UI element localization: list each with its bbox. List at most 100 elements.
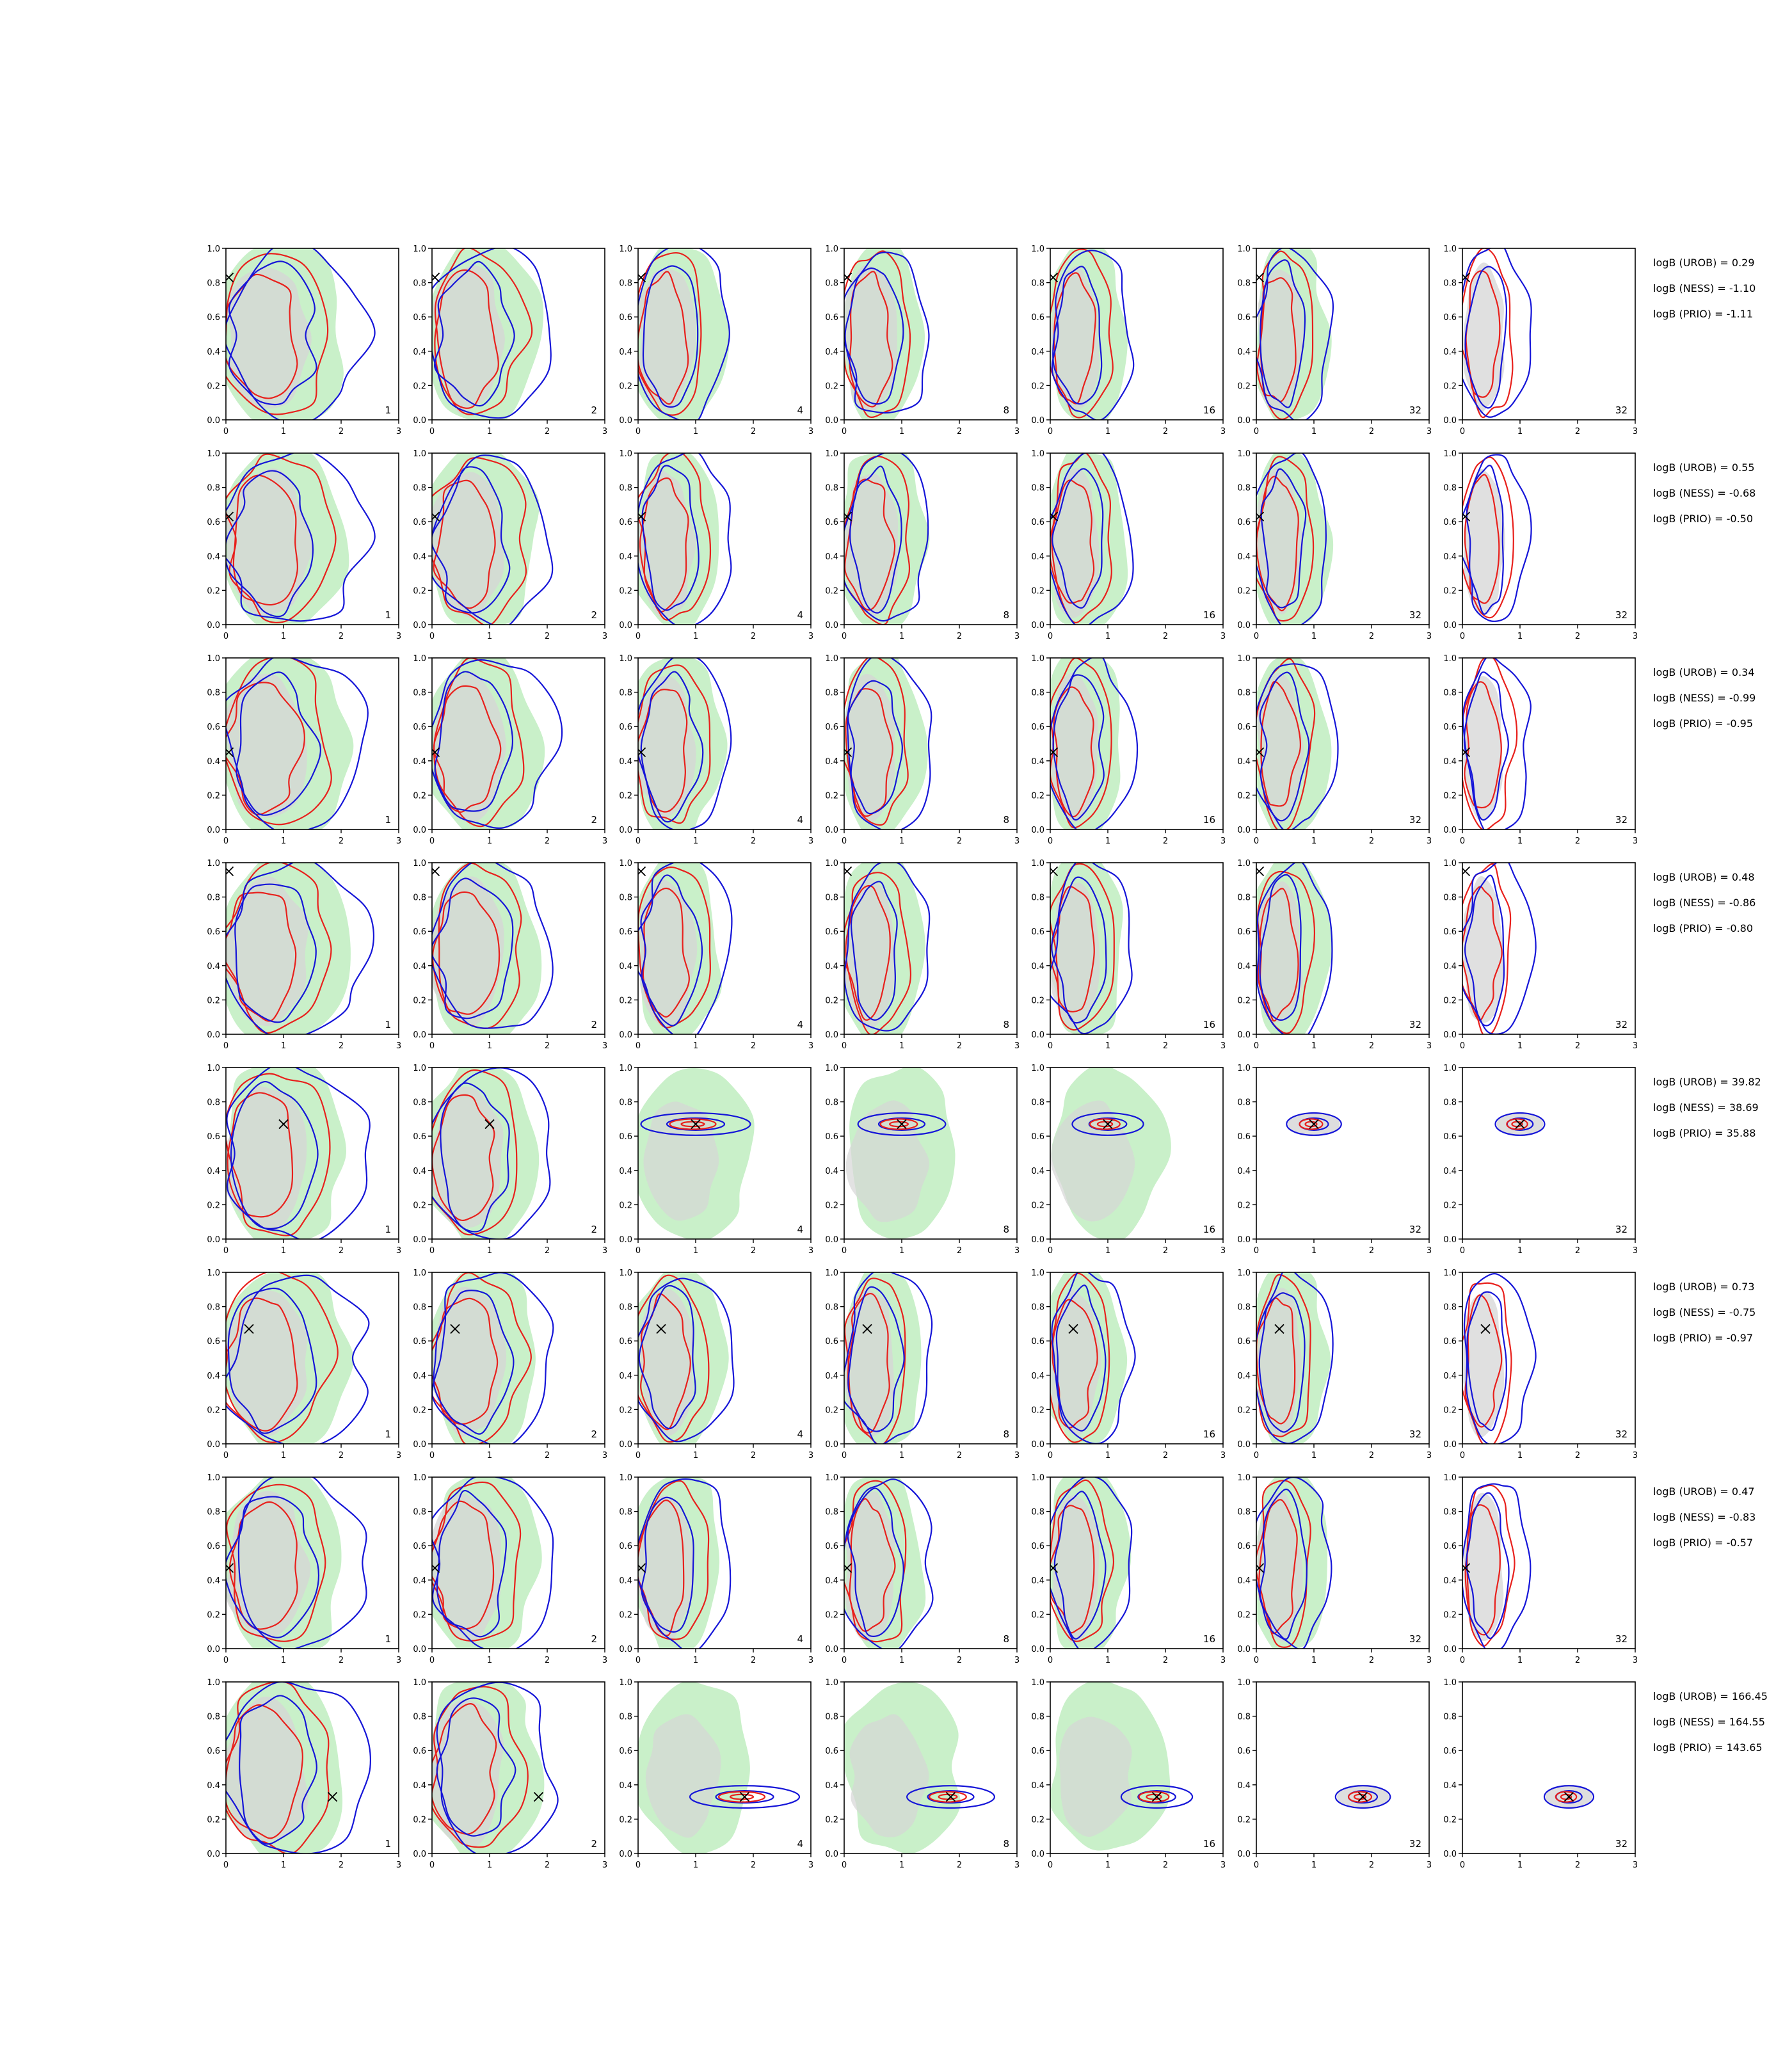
red-outer-contour <box>432 1481 522 1642</box>
blue-inner-contour <box>1052 468 1104 609</box>
grey-density-region <box>844 264 897 412</box>
y-tick-label: 0.0 <box>1031 621 1044 630</box>
y-tick-label: 1.0 <box>1031 1268 1044 1278</box>
grey-density-region <box>432 1493 501 1642</box>
y-tick-label: 0.8 <box>207 279 220 289</box>
y-tick-label: 0.6 <box>413 1132 426 1142</box>
x-tick-label: 0 <box>842 1451 847 1460</box>
panel-r3-c6: 0 1 2 3 0.0 0.2 0.4 0.6 0.8 1.0 32 <box>1237 654 1432 846</box>
grey-density-region <box>1256 1492 1303 1642</box>
x-tick-label: 0 <box>1048 836 1053 846</box>
y-tick-label: 1.0 <box>825 244 838 254</box>
x-tick-label: 0 <box>842 1860 847 1870</box>
x-tick-label: 1 <box>693 1656 698 1665</box>
truth-marker <box>1357 1791 1368 1802</box>
y-tick-label: 1.0 <box>1237 244 1251 254</box>
panel-contours <box>1334 1784 1391 1809</box>
y-tick-label: 1.0 <box>825 1064 838 1073</box>
blue-inner-contour <box>1466 465 1504 615</box>
blue-inner-contour <box>1088 1117 1128 1131</box>
blue-outer-contour <box>1120 1785 1194 1809</box>
panel-count-label: 1 <box>385 1019 391 1030</box>
y-tick-label: 0.6 <box>825 927 838 937</box>
x-tick-label: 2 <box>1575 1656 1580 1665</box>
panel-count-label: 8 <box>1003 1224 1009 1235</box>
panel-r4-c1: 0 1 2 3 0.0 0.2 0.4 0.6 0.8 1.0 1 <box>207 859 401 1051</box>
x-tick-label: 2 <box>1369 1860 1374 1870</box>
panel-contours <box>226 863 374 1034</box>
panel-count-label: 4 <box>797 609 803 621</box>
y-tick-label: 0.6 <box>1443 1337 1457 1347</box>
x-tick-label: 0 <box>223 1656 228 1665</box>
x-tick-label: 3 <box>1220 1656 1226 1665</box>
red-inner-contour <box>844 884 891 1021</box>
panel-frame <box>637 1681 812 1854</box>
x-tick-label: 0 <box>1254 1041 1259 1051</box>
x-tick-label: 0 <box>1460 1860 1465 1870</box>
y-tick-label: 0.4 <box>825 1781 838 1791</box>
truth-marker <box>226 511 234 522</box>
panel-count-label: 32 <box>1615 1428 1628 1440</box>
panel-r8-c6: 0 1 2 3 0.0 0.2 0.4 0.6 0.8 1.0 32 <box>1237 1678 1432 1870</box>
blue-outer-contour <box>844 863 931 1032</box>
y-tick-label: 0.2 <box>413 791 426 801</box>
y-tick-label: 0.0 <box>825 1645 838 1654</box>
x-tick-label: 2 <box>1575 836 1580 846</box>
y-tick-label: 1.0 <box>825 449 838 459</box>
y-tick-label: 0.0 <box>619 1440 632 1450</box>
red-inner-contour <box>432 1500 495 1630</box>
red-outer-contour <box>844 1277 906 1444</box>
panel-frame <box>225 452 399 625</box>
panel-r6-c4: 0 1 2 3 0.0 0.2 0.4 0.6 0.8 1.0 8 <box>825 1268 1020 1460</box>
y-tick-label: 0.4 <box>1443 1781 1457 1791</box>
panel-count-label: 1 <box>385 404 391 416</box>
x-tick-label: 0 <box>636 836 641 846</box>
y-tick-label: 0.6 <box>207 927 220 937</box>
blue-inner-contour <box>434 671 514 812</box>
x-tick-label: 3 <box>1014 1246 1020 1256</box>
red-outer-contour <box>844 658 909 826</box>
x-tick-label: 2 <box>957 1656 962 1665</box>
blue-outer-contour <box>226 248 376 420</box>
x-tick-label: 3 <box>1633 836 1638 846</box>
y-tick-label: 0.4 <box>825 757 838 767</box>
x-tick-label: 2 <box>545 1656 550 1665</box>
panel-count-label: 2 <box>591 1019 597 1030</box>
x-tick-label: 3 <box>1427 632 1432 641</box>
x-tick-label: 3 <box>808 632 813 641</box>
panel-frame <box>637 1476 812 1649</box>
x-tick-label: 0 <box>429 632 435 641</box>
x-tick-label: 1 <box>1311 1656 1316 1665</box>
x-tick-label: 3 <box>1014 632 1020 641</box>
truth-marker <box>432 272 440 283</box>
y-tick-label: 0.0 <box>1031 826 1044 835</box>
y-tick-label: 0.0 <box>825 416 838 426</box>
y-tick-label: 0.0 <box>1237 1030 1251 1040</box>
blue-outer-contour <box>638 248 730 420</box>
blue-inner-contour <box>1260 259 1306 408</box>
x-tick-label: 3 <box>1220 632 1226 641</box>
x-tick-label: 3 <box>1633 427 1638 436</box>
blue-outer-contour <box>1463 1273 1537 1444</box>
y-tick-label: 1.0 <box>1237 654 1251 664</box>
red-inner-contour <box>432 891 500 1015</box>
blue-outer-contour <box>432 659 563 829</box>
y-tick-label: 0.0 <box>413 1850 426 1859</box>
x-tick-label: 0 <box>636 1860 641 1870</box>
y-tick-label: 1.0 <box>1031 1473 1044 1483</box>
blue-inner-contour <box>432 877 514 1020</box>
y-tick-label: 0.2 <box>1443 996 1457 1005</box>
blue-outer-contour <box>432 248 552 419</box>
blue-outer-contour <box>432 1272 554 1444</box>
y-tick-label: 0.4 <box>1237 348 1251 357</box>
x-tick-label: 3 <box>1633 1041 1638 1051</box>
x-tick-label: 2 <box>1369 427 1374 436</box>
y-tick-label: 1.0 <box>619 859 632 868</box>
y-tick-label: 1.0 <box>1031 654 1044 664</box>
x-tick-label: 0 <box>1460 1041 1465 1051</box>
panel-r3-c7: 0 1 2 3 0.0 0.2 0.4 0.6 0.8 1.0 32 <box>1443 654 1638 846</box>
x-tick-label: 1 <box>693 1451 698 1460</box>
y-tick-label: 0.6 <box>825 313 838 323</box>
x-tick-label: 0 <box>842 1246 847 1256</box>
x-tick-label: 0 <box>429 1860 435 1870</box>
